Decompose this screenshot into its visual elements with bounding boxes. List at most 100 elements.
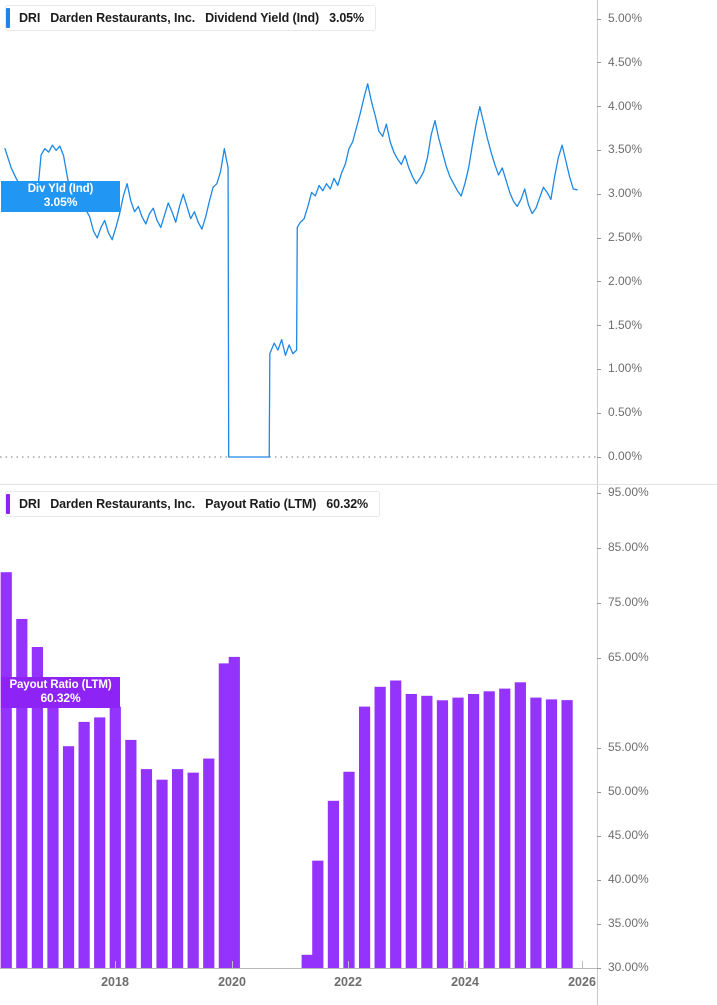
legend-dividend-yield[interactable]: DRI Darden Restaurants, Inc. Dividend Yi… xyxy=(5,5,377,31)
y-tick-mark xyxy=(597,106,601,108)
payout-ratio-bar xyxy=(327,800,339,968)
y-tick-mark xyxy=(597,923,601,925)
x-axis: 2018 2020 2022 2024 2026 xyxy=(0,961,597,1005)
y-tick-label: 85.00% xyxy=(608,540,649,554)
payout-ratio-bar xyxy=(514,682,526,968)
payout-ratio-bar xyxy=(203,758,215,968)
y-tick-mark xyxy=(597,657,601,659)
y-tick-mark xyxy=(597,835,601,837)
y-tick-label: 75.00% xyxy=(608,595,649,609)
y-tick-mark xyxy=(597,747,601,749)
y-tick-label: 1.50% xyxy=(608,317,643,332)
legend-ticker: DRI xyxy=(19,11,41,25)
y-tick-label: 3.00% xyxy=(608,186,643,201)
payout-ratio-bar xyxy=(545,699,558,968)
payout-ratio-bar xyxy=(312,860,324,968)
legend-accent-bar-purple xyxy=(6,494,10,514)
y-tick-mark xyxy=(597,368,601,370)
x-tick-mark xyxy=(465,961,466,968)
payout-ratio-bar xyxy=(390,680,402,968)
y-tick-label: 4.00% xyxy=(608,98,643,113)
payout-ratio-svg xyxy=(0,572,573,968)
payout-ratio-panel: DRI Darden Restaurants, Inc. Payout Rati… xyxy=(0,486,717,1005)
y-tick-label: 35.00% xyxy=(608,916,649,930)
y-tick-mark xyxy=(597,193,601,195)
y-tick-label: 3.50% xyxy=(608,142,643,157)
payout-ratio-bars xyxy=(0,572,573,968)
payout-ratio-bar xyxy=(405,694,417,968)
payout-ratio-bar xyxy=(140,769,153,968)
y-tick-label: 65.00% xyxy=(608,650,649,664)
y-tick-label: 2.50% xyxy=(608,230,643,244)
payout-ratio-bar xyxy=(452,697,464,968)
badge-value: 3.05% xyxy=(43,195,78,210)
legend-metric: Payout Ratio (LTM) xyxy=(205,497,317,511)
badge-label: Payout Ratio (LTM) xyxy=(9,679,112,692)
payout-ratio-bar xyxy=(218,663,230,968)
current-value-badge-dividend-yield: Div Yld (Ind) 3.05% xyxy=(1,181,120,212)
y-tick-mark xyxy=(597,149,601,151)
legend-accent-bar-blue xyxy=(6,8,10,28)
x-tick-mark xyxy=(348,961,349,968)
panel-divider xyxy=(0,484,717,485)
y-tick-label: 55.00% xyxy=(608,740,649,754)
y-tick-mark xyxy=(597,325,601,327)
payout-ratio-bar xyxy=(561,700,573,968)
payout-ratio-bar xyxy=(172,769,184,968)
x-tick-label: 2026 xyxy=(568,975,596,989)
payout-ratio-bar xyxy=(499,688,511,968)
x-tick-mark xyxy=(232,961,233,968)
y-tick-mark xyxy=(597,547,601,549)
y-tick-label: 40.00% xyxy=(608,872,649,886)
x-tick-label: 2020 xyxy=(218,975,246,989)
y-tick-mark xyxy=(597,967,601,969)
y-tick-label: 50.00% xyxy=(608,784,649,798)
payout-ratio-bar xyxy=(374,686,386,968)
payout-ratio-bar xyxy=(228,656,240,968)
payout-ratio-bar xyxy=(125,739,137,968)
x-tick-label: 2022 xyxy=(334,975,362,989)
x-tick-label: 2018 xyxy=(101,975,129,989)
payout-ratio-bar xyxy=(358,706,371,968)
x-tick-mark xyxy=(582,961,583,968)
y-tick-label: 2.00% xyxy=(608,273,643,288)
payout-ratio-bar xyxy=(109,706,121,968)
x-axis-line xyxy=(0,968,597,969)
legend-ticker: DRI xyxy=(19,497,41,511)
payout-ratio-bar xyxy=(94,717,106,968)
axis-line xyxy=(597,0,598,486)
dividend-yield-plot xyxy=(0,0,597,486)
y-tick-label: 4.50% xyxy=(608,54,643,69)
legend-metric: Dividend Yield (Ind) xyxy=(205,11,320,25)
payout-ratio-bar xyxy=(78,721,90,968)
x-tick-mark xyxy=(115,961,116,968)
y-tick-label: 1.00% xyxy=(608,361,643,376)
payout-ratio-bar xyxy=(468,694,480,968)
payout-ratio-bar xyxy=(421,695,433,968)
payout-ratio-bar xyxy=(436,700,449,968)
payout-ratio-bar xyxy=(483,691,495,968)
legend-payout-ratio[interactable]: DRI Darden Restaurants, Inc. Payout Rati… xyxy=(5,491,381,517)
y-tick-label: 95.00% xyxy=(608,485,649,499)
y-tick-mark xyxy=(597,492,601,494)
dividend-yield-svg xyxy=(0,83,597,458)
x-tick-label: 2024 xyxy=(451,975,479,989)
payout-ratio-bar xyxy=(47,689,59,968)
y-tick-mark xyxy=(597,602,601,604)
dividend-yield-axis: 0.00% 0.50% 1.00% 1.50% 2.00% 2.50% 3.00% 3.50%… xyxy=(597,0,717,486)
payout-ratio-bar xyxy=(301,954,313,968)
y-tick-mark xyxy=(597,18,601,20)
dividend-yield-line xyxy=(4,83,578,458)
payout-ratio-bar xyxy=(343,771,355,968)
legend-company: Darden Restaurants, Inc. xyxy=(50,11,196,25)
current-value-badge-payout-ratio: Payout Ratio (LTM) 60.32% xyxy=(1,677,120,708)
payout-ratio-axis: 30.00% 35.00% 40.00% 45.00% 50.00% 55.00% 65.0… xyxy=(597,485,717,1005)
y-tick-mark xyxy=(597,791,601,793)
legend-value: 3.05% xyxy=(329,11,365,25)
y-tick-label: 0.50% xyxy=(608,405,643,420)
payout-ratio-bar xyxy=(16,618,28,968)
y-tick-label: 5.00% xyxy=(608,11,643,25)
payout-ratio-bar xyxy=(187,772,199,968)
y-tick-label: 45.00% xyxy=(608,828,649,842)
dividend-yield-panel: DRI Darden Restaurants, Inc. Dividend Yi… xyxy=(0,0,717,486)
